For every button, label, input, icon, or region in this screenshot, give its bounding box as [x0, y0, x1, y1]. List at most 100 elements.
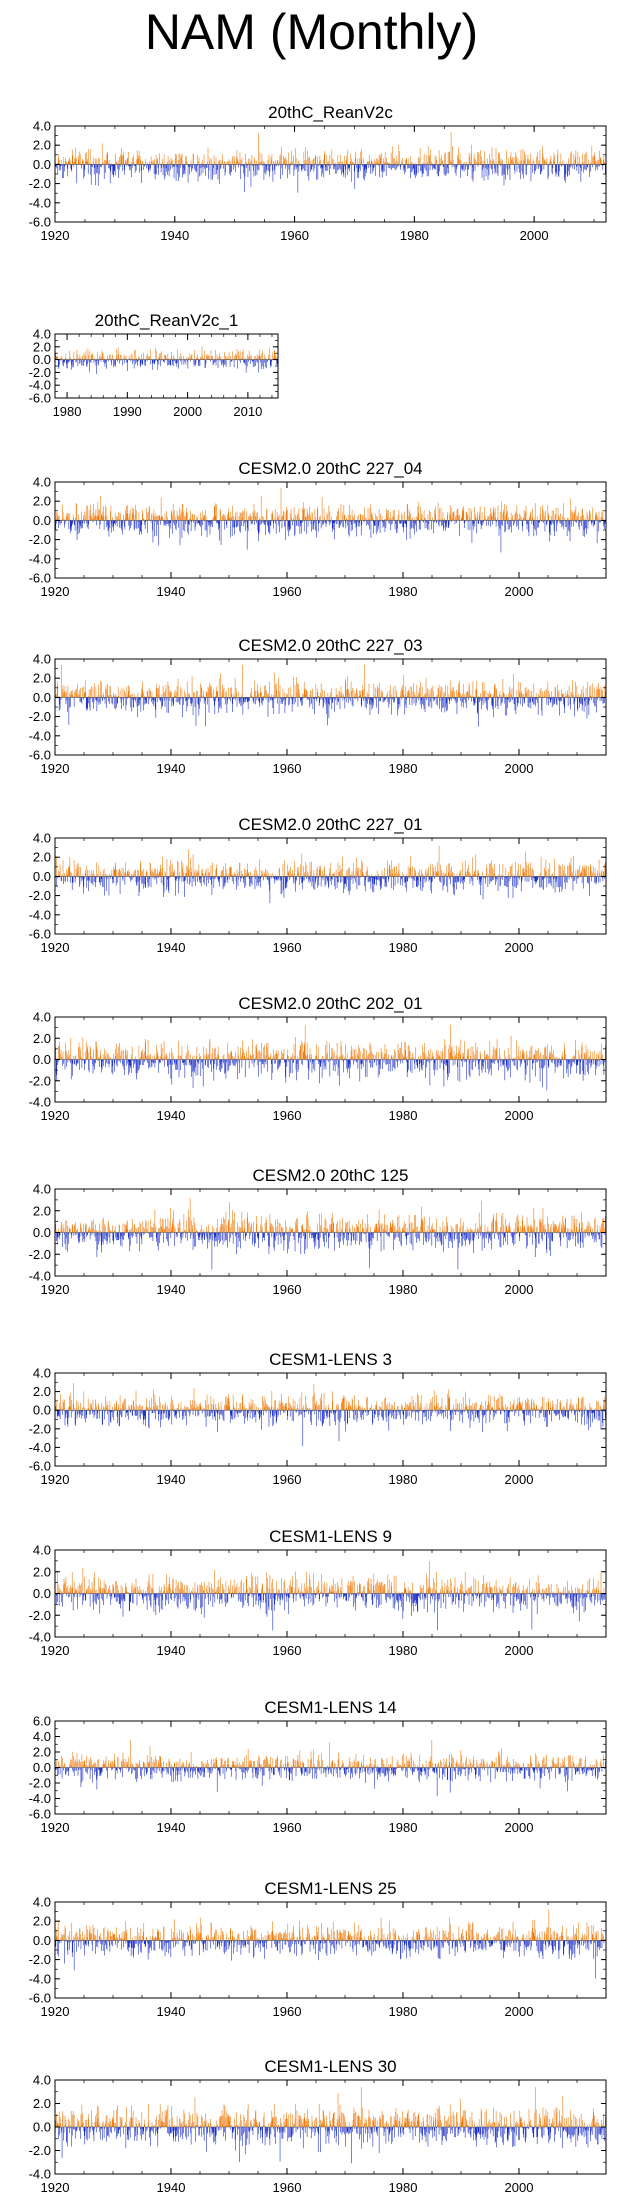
- positive-bar: [388, 162, 389, 165]
- positive-bar: [57, 356, 59, 360]
- positive-bar: [336, 694, 337, 698]
- negative-bar: [410, 520, 412, 529]
- positive-bar: [56, 356, 58, 360]
- negative-bar: [148, 164, 149, 173]
- positive-bar: [58, 516, 60, 521]
- positive-bar: [600, 517, 602, 521]
- positive-bar: [134, 515, 136, 521]
- positive-bar: [262, 350, 264, 360]
- positive-bar: [146, 513, 148, 521]
- positive-bar: [583, 693, 584, 698]
- positive-bar: [463, 162, 464, 165]
- positive-bar: [417, 691, 419, 698]
- negative-bar: [275, 520, 276, 524]
- negative-bar: [533, 520, 535, 529]
- negative-bar: [351, 520, 352, 525]
- negative-bar: [536, 164, 538, 169]
- positive-bar: [287, 864, 288, 877]
- negative-bar: [120, 520, 122, 529]
- positive-bar: [136, 357, 137, 360]
- negative-bar: [178, 876, 179, 894]
- negative-bar: [238, 697, 240, 701]
- negative-bar: [319, 697, 320, 703]
- positive-bar: [244, 508, 246, 521]
- positive-bar: [140, 160, 141, 165]
- negative-bar: [202, 697, 204, 699]
- positive-bar: [458, 515, 460, 521]
- negative-bar: [573, 697, 575, 705]
- negative-bar: [553, 697, 555, 704]
- negative-bar: [397, 876, 399, 884]
- negative-bar: [302, 876, 304, 883]
- negative-bar: [114, 359, 115, 366]
- negative-bar: [286, 697, 288, 699]
- negative-bar: [130, 520, 132, 526]
- positive-bar: [285, 514, 287, 521]
- positive-bar: [254, 510, 256, 521]
- positive-bar: [329, 511, 331, 521]
- negative-bar: [268, 520, 269, 532]
- positive-bar: [249, 696, 251, 698]
- negative-bar: [223, 359, 225, 365]
- positive-bar: [146, 871, 148, 877]
- positive-bar: [453, 511, 455, 521]
- negative-bar: [492, 697, 494, 710]
- negative-bar: [303, 164, 304, 169]
- negative-bar: [382, 164, 384, 173]
- negative-bar: [328, 876, 329, 889]
- negative-bar: [106, 697, 107, 709]
- negative-bar: [448, 697, 450, 701]
- negative-bar: [102, 876, 103, 887]
- negative-bar: [89, 697, 91, 711]
- negative-bar: [362, 164, 364, 179]
- negative-bar: [133, 359, 135, 369]
- negative-bar: [321, 164, 323, 177]
- positive-bar: [142, 509, 143, 521]
- positive-bar: [453, 686, 454, 698]
- positive-bar: [220, 358, 222, 360]
- negative-bar: [366, 164, 368, 173]
- negative-bar: [98, 876, 100, 883]
- negative-bar: [507, 520, 509, 530]
- positive-bar: [410, 696, 411, 698]
- positive-bar: [357, 516, 358, 521]
- negative-bar: [243, 520, 245, 527]
- positive-bar: [317, 696, 319, 698]
- positive-bar: [492, 694, 494, 698]
- y-tick-label: 0.0: [33, 157, 51, 172]
- negative-bar: [340, 520, 341, 526]
- positive-bar: [360, 151, 362, 165]
- negative-bar: [210, 520, 211, 523]
- positive-bar: [273, 161, 274, 165]
- positive-bar: [543, 694, 545, 698]
- negative-bar: [115, 359, 116, 367]
- negative-bar: [369, 876, 371, 878]
- negative-bar: [418, 876, 420, 886]
- negative-bar: [372, 697, 373, 703]
- positive-bar: [238, 355, 240, 360]
- negative-bar: [330, 520, 331, 522]
- positive-bar: [110, 511, 111, 521]
- negative-bar: [493, 697, 494, 717]
- negative-bar: [173, 164, 175, 179]
- negative-bar: [392, 876, 394, 878]
- positive-bar: [370, 161, 372, 165]
- negative-bar: [274, 164, 276, 175]
- positive-bar: [85, 506, 87, 521]
- negative-bar: [280, 697, 282, 704]
- negative-bar: [294, 164, 296, 170]
- positive-bar: [208, 358, 210, 360]
- negative-bar: [381, 876, 382, 889]
- positive-bar: [231, 874, 233, 877]
- positive-bar: [307, 513, 308, 521]
- negative-bar: [397, 697, 398, 716]
- negative-bar: [56, 164, 58, 169]
- positive-bar: [434, 513, 436, 521]
- negative-bar: [136, 876, 137, 886]
- negative-bar: [566, 520, 568, 537]
- negative-bar: [122, 520, 123, 535]
- negative-bar: [243, 359, 245, 363]
- positive-bar: [157, 874, 159, 877]
- negative-bar: [448, 164, 449, 174]
- positive-bar: [172, 503, 174, 521]
